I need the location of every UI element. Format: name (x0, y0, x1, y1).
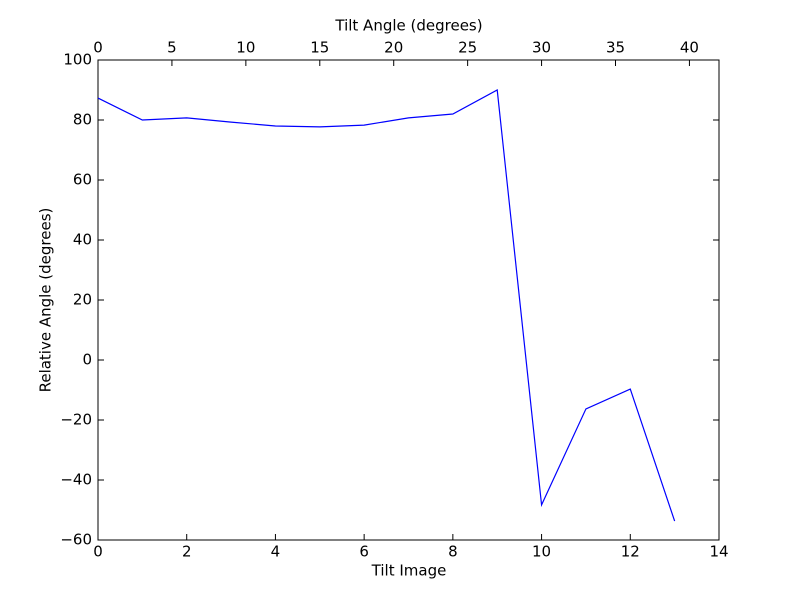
x2-tick-label: 10 (236, 39, 255, 57)
x-tick-label: 6 (359, 543, 369, 561)
x2-tick-label: 30 (532, 39, 551, 57)
y-tick-label: 80 (73, 111, 92, 129)
x2-axis-title: Tilt Angle (degrees) (334, 17, 482, 35)
y-tick-label: −60 (60, 531, 92, 549)
y-axis-title: Relative Angle (degrees) (37, 208, 55, 393)
x-tick-label: 4 (271, 543, 281, 561)
x2-tick-label: 40 (680, 39, 699, 57)
x-tick-label: 14 (709, 543, 728, 561)
x2-tick-label: 5 (167, 39, 177, 57)
data-line (97, 89, 676, 522)
x-tick-label: 2 (182, 543, 192, 561)
y-tick-label: −40 (60, 471, 92, 489)
y-tick-label: 100 (63, 51, 92, 69)
x-axis-title: Tilt Image (371, 562, 447, 580)
x-tick-label: 8 (448, 543, 458, 561)
x2-tick-label: 20 (384, 39, 403, 57)
y-tick-label: 0 (82, 351, 92, 369)
plot-frame (97, 59, 720, 541)
x2-tick-label: 35 (606, 39, 625, 57)
x2-tick-label: 15 (310, 39, 329, 57)
x2-tick-label: 0 (93, 39, 103, 57)
x2-tick-label: 25 (458, 39, 477, 57)
x-tick-label: 10 (532, 543, 551, 561)
x-tick-label: 0 (93, 543, 103, 561)
x-tick-label: 12 (621, 543, 640, 561)
y-tick-label: 60 (73, 171, 92, 189)
y-tick-label: −20 (60, 411, 92, 429)
y-tick-label: 40 (73, 231, 92, 249)
y-tick-label: 20 (73, 291, 92, 309)
